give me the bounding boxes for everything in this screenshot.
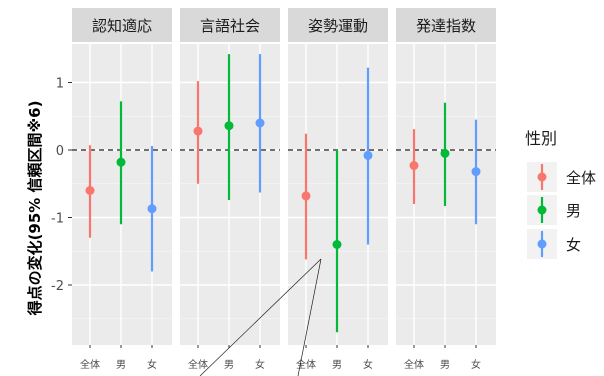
legend-item: 女 [527,229,581,259]
legend-label: 女 [566,236,581,254]
facet-strip [288,8,388,42]
y-axis: -2 -1 0 1 [51,77,72,294]
annotation-line [199,258,322,376]
point-男 [440,148,450,158]
annotation-line [297,258,322,376]
facet-strip [396,8,496,42]
point-女 [255,118,265,128]
x-tick-label: 男 [440,359,450,371]
x-tick-label: 女 [471,358,481,371]
x-tick-label: 女 [363,358,373,371]
point-男 [224,121,234,131]
y-axis-label: 得点の変化(95% 信頼区間※6) [26,101,44,317]
legend-item: 全体 [527,162,596,192]
facet-strip-label: 言語社会 [200,17,260,35]
x-tick-label: 全体 [296,358,316,371]
legend-key-point [537,205,547,215]
x-tick-label: 男 [332,359,342,371]
legend-label: 全体 [566,169,596,187]
facet-strip-label: 認知適応 [92,17,152,35]
y-tick-label: -1 [51,212,64,227]
point-全体 [409,161,419,171]
x-tick-label: 男 [116,359,126,371]
x-tick-label: 全体 [80,358,100,371]
y-tick-label: -2 [51,279,64,294]
facet-strip [72,8,172,42]
point-女 [363,150,373,160]
facet-strip-label: 発達指数 [416,17,476,35]
point-女 [147,204,157,214]
x-tick-label: 全体 [188,358,208,371]
point-全体 [85,186,95,195]
point-全体 [193,126,203,136]
y-tick-label: 1 [56,77,64,92]
y-tick-label: 0 [56,144,64,159]
facet-strip-label: 姿勢運動 [308,17,368,35]
legend-key-point [537,172,547,182]
legend-key-point [537,239,547,249]
point-全体 [301,191,311,201]
facet-strip [180,8,280,42]
x-tick-label: 女 [255,358,265,371]
legend-title: 性別 [525,129,557,148]
legend-item: 男 [527,195,581,225]
x-tick-label: 女 [147,358,157,371]
point-男 [332,240,342,249]
annotation-lines [199,258,322,376]
point-女 [471,167,481,177]
legend-label: 男 [566,202,581,220]
point-男 [116,157,126,167]
x-tick-label: 全体 [404,358,424,371]
x-tick-label: 男 [224,359,234,371]
